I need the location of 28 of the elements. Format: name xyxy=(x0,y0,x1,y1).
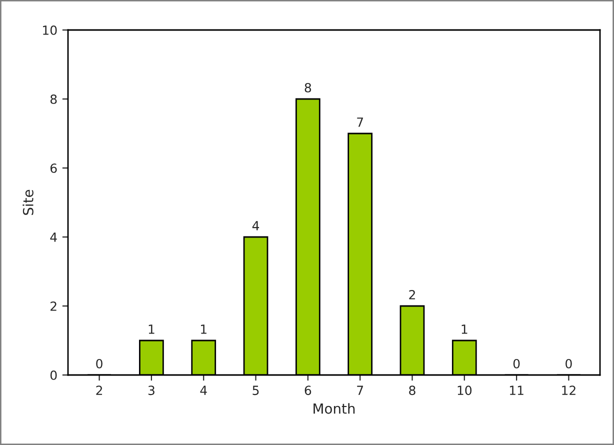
y-tick-label: 6 xyxy=(50,163,57,173)
data-label: 0 xyxy=(96,358,102,368)
data-label: 8 xyxy=(304,82,312,92)
x-tick-label: 12 xyxy=(562,386,576,395)
data-label: 1 xyxy=(148,324,154,334)
data-label: 0 xyxy=(513,358,520,368)
x-tick-label: 4 xyxy=(200,386,207,395)
y-axis-title: Site xyxy=(22,190,34,215)
y-tick-label: 8 xyxy=(50,94,57,104)
y-tick-label: 2 xyxy=(50,301,56,311)
x-axis-title: Month xyxy=(314,403,355,414)
y-tick-label: 10 xyxy=(43,25,57,35)
data-label: 7 xyxy=(357,118,363,127)
y-tick-label: 4 xyxy=(50,232,57,242)
x-tick-label: 11 xyxy=(510,386,524,395)
data-label: 1 xyxy=(462,324,468,334)
data-label: 1 xyxy=(201,324,206,334)
x-tick-label: 6 xyxy=(304,386,312,396)
y-tick-label: 0 xyxy=(50,370,57,380)
data-label: 2 xyxy=(409,290,415,300)
x-tick-label: 8 xyxy=(409,386,416,396)
x-tick-label: 5 xyxy=(252,386,259,396)
x-tick-label: 7 xyxy=(357,386,363,395)
x-tick-label: 3 xyxy=(148,386,154,396)
x-tick-label: 10 xyxy=(458,386,472,396)
data-label: 4 xyxy=(252,221,260,230)
x-tick-label: 2 xyxy=(96,386,102,395)
data-label: 0 xyxy=(566,358,572,368)
